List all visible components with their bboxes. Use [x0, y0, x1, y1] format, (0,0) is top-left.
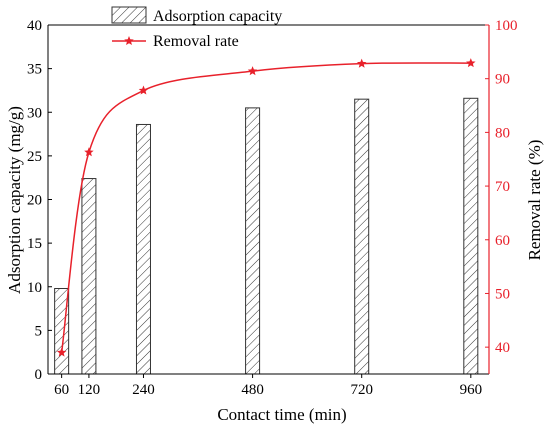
adsorption-bar [81, 178, 97, 375]
legend-label-adsorption: Adsorption capacity [153, 8, 282, 25]
y2-axis-label: Removal rate (%) [525, 140, 544, 261]
bottom-ticks: 60 120 240 480 720 960 [54, 374, 482, 398]
adsorption-bar [354, 98, 370, 375]
removal-rate-point [466, 58, 476, 68]
bottom-tick-label: 720 [350, 382, 373, 398]
right-tick-label: 90 [495, 72, 510, 88]
legend: Adsorption capacity Removal rate [111, 6, 282, 50]
right-tick-label: 100 [495, 18, 518, 34]
adsorption-bar [463, 97, 479, 375]
adsorption-bar [135, 123, 151, 375]
bottom-tick-label: 240 [132, 382, 155, 398]
right-tick-label: 80 [495, 125, 510, 141]
bottom-tick-label: 60 [54, 382, 69, 398]
x-axis-label: Contact time (min) [217, 405, 346, 424]
right-tick-label: 70 [495, 179, 510, 195]
left-tick-label: 30 [27, 105, 42, 121]
left-ticks: 0 5 10 15 20 25 30 35 40 [27, 18, 52, 383]
left-tick-label: 15 [27, 236, 42, 252]
left-tick-label: 25 [27, 149, 42, 165]
right-ticks: 40 50 60 70 80 90 100 [485, 18, 518, 356]
right-tick-label: 60 [495, 233, 510, 249]
axes [47, 24, 490, 375]
removal-rate-point [84, 147, 94, 157]
removal-rate-point [56, 347, 67, 357]
removal-rate-point [247, 66, 258, 76]
right-tick-label: 50 [495, 286, 510, 302]
left-tick-label: 10 [27, 280, 42, 296]
bars-group [54, 97, 479, 375]
left-tick-label: 40 [27, 18, 42, 34]
legend-label-removal: Removal rate [153, 33, 239, 50]
removal-rate-line [60, 62, 471, 353]
removal-rate-line-group [56, 58, 476, 357]
y-axis-label: Adsorption capacity (mg/g) [5, 106, 24, 294]
adsorption-bar [245, 107, 261, 375]
left-tick-label: 20 [27, 193, 42, 209]
legend-star-marker [124, 36, 134, 46]
bottom-tick-label: 960 [460, 382, 483, 398]
legend-bar-swatch [111, 6, 147, 24]
left-tick-label: 0 [35, 367, 43, 383]
right-tick-label: 40 [495, 340, 510, 356]
left-tick-label: 5 [35, 323, 43, 339]
bottom-tick-label: 120 [78, 382, 101, 398]
removal-rate-point [138, 85, 149, 95]
removal-rate-point [356, 58, 367, 68]
left-tick-label: 35 [27, 62, 42, 78]
bottom-tick-label: 480 [241, 382, 264, 398]
